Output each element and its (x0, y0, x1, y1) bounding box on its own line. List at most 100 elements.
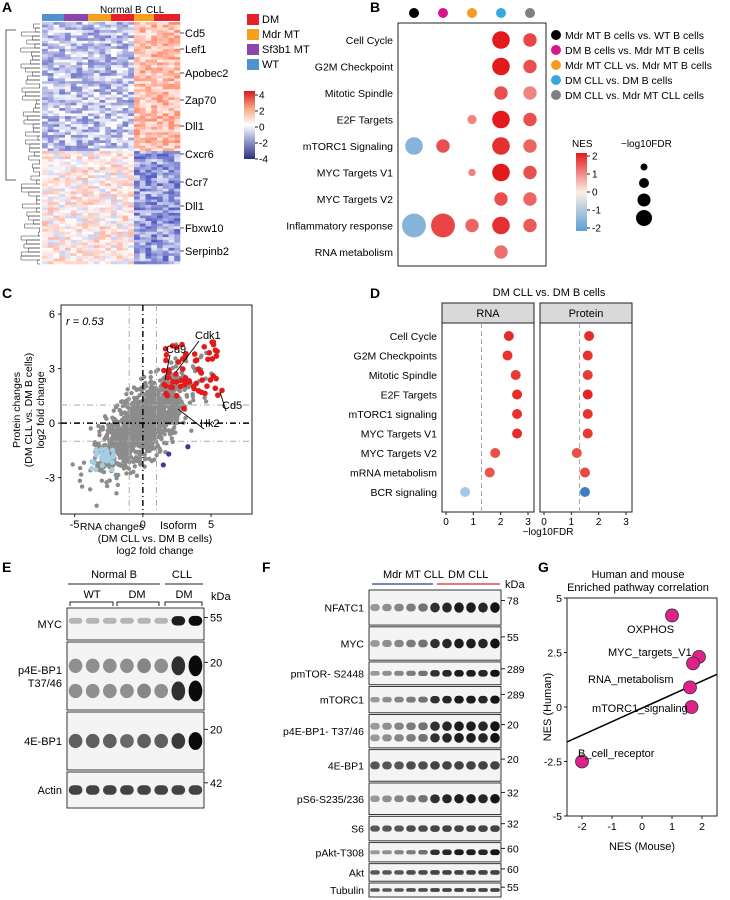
downregulated-point (93, 467, 99, 473)
blot-band (382, 696, 392, 703)
heatmap-cell (168, 86, 175, 90)
nes-dot (402, 213, 426, 238)
heatmap-cell (76, 156, 83, 160)
heatmap-cell (139, 67, 146, 71)
heatmap-cell (47, 234, 54, 238)
heatmap-cell (139, 97, 146, 101)
blot-band (137, 733, 151, 749)
upregulated-point (204, 383, 210, 390)
heatmap-cell (82, 118, 89, 122)
dendrogram-branch (25, 79, 40, 85)
heatmap-cell (162, 83, 169, 87)
heatmap-cell (99, 261, 106, 265)
heatmap-cell (139, 210, 146, 214)
heatmap-cell (174, 22, 181, 25)
heatmap-cell (157, 110, 164, 114)
heatmap-cell (53, 81, 60, 85)
heatmap-cell (99, 177, 106, 181)
heatmap-cell (53, 156, 60, 160)
heatmap-cell (65, 161, 72, 165)
heatmap-cell (139, 43, 146, 47)
heatmap-cell (128, 121, 135, 125)
pathway-label: G2M Checkpoints (354, 351, 437, 363)
heatmap-cell (105, 161, 112, 165)
heatmap-cell (111, 167, 118, 171)
heatmap-cell (42, 226, 49, 230)
heatmap-cell (174, 43, 181, 47)
heatmap-cell (59, 247, 66, 251)
heatmap-cell (157, 118, 164, 122)
heatmap-cell (105, 99, 112, 103)
blot-band (430, 825, 440, 832)
gene-point (122, 451, 127, 456)
blot-band (418, 795, 428, 803)
heatmap-cell (42, 145, 49, 149)
heatmap-cell (116, 140, 123, 144)
heatmap-cell (93, 102, 100, 106)
heatmap-cell (174, 73, 181, 77)
heatmap-cell (65, 83, 72, 87)
heatmap-cell (151, 253, 158, 257)
heatmap-cell (145, 183, 152, 187)
heatmap-cell (47, 223, 54, 227)
blot-band (418, 670, 428, 676)
blot-band (171, 785, 186, 795)
heatmap-cell (145, 229, 152, 233)
panel-g-subtitle: Enriched pathway correlation (567, 582, 709, 594)
heatmap-cell (174, 116, 181, 120)
heatmap-cell (145, 261, 152, 265)
heatmap-cell (99, 220, 106, 224)
heatmap-cell (105, 237, 112, 241)
heatmap-cell (157, 108, 164, 112)
heatmap-cell (99, 105, 106, 109)
dendrogram-branch (32, 163, 40, 169)
heatmap-cell (70, 67, 77, 71)
heatmap-cell (122, 94, 129, 98)
heatmap-cell (162, 116, 169, 120)
heatmap-cell (99, 54, 106, 58)
heatmap-cell (111, 177, 118, 181)
heatmap-cell (174, 250, 181, 254)
downregulated-point (100, 452, 106, 458)
gene-point (121, 442, 126, 447)
heatmap-cell (53, 46, 60, 50)
blot-band (370, 640, 380, 647)
dendrogram-branch (25, 139, 40, 145)
dendrogram-branch (33, 107, 40, 113)
blot-band (454, 888, 464, 892)
heatmap-cell (93, 183, 100, 187)
heatmap-cell (93, 247, 100, 251)
heatmap-cell (151, 129, 158, 133)
heatmap-cell (99, 164, 106, 168)
heatmap-cell (59, 91, 66, 95)
dendrogram-branch (32, 55, 40, 61)
heatmap-cell (82, 212, 89, 216)
heatmap-cell (145, 67, 152, 71)
heatmap-cell (53, 234, 60, 238)
heatmap-cell (93, 22, 100, 25)
heatmap-cell (70, 161, 77, 165)
heatmap-cell (145, 143, 152, 146)
heatmap-cell (116, 261, 123, 265)
heatmap-cell (42, 140, 49, 144)
blot-label: Akt (349, 867, 364, 879)
gene-point (147, 393, 152, 398)
pathway-label: MYC Targets V1 (361, 429, 437, 441)
heatmap-cell (105, 116, 112, 120)
heatmap-cell (157, 102, 164, 106)
heatmap-cell (145, 48, 152, 52)
heatmap-cell (65, 97, 72, 101)
heatmap-cell (65, 250, 72, 254)
heatmap-cell (111, 91, 118, 95)
heatmap-cell (139, 212, 146, 216)
y-label-line: (DM CLL vs. DM B cells) (23, 353, 35, 468)
heatmap-cell (168, 62, 175, 66)
heatmap-cell (88, 258, 95, 262)
heatmap-cell (105, 258, 112, 262)
heatmap-cell (168, 97, 175, 101)
heatmap-cell (116, 24, 123, 28)
heatmap-cell (174, 226, 181, 230)
heatmap-cell (128, 237, 135, 241)
heatmap-cell (145, 134, 152, 138)
blot-band (85, 658, 100, 673)
